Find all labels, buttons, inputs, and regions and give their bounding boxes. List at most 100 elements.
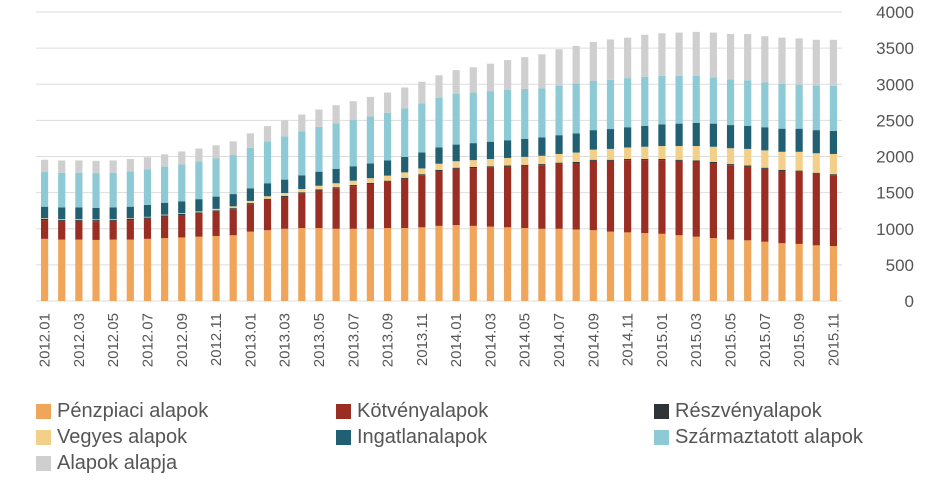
bar-segment [143,238,152,301]
bar-segment [383,160,392,176]
bar-segment [349,120,357,167]
bar-segment [538,164,546,166]
bar-segment [692,160,700,162]
bar-segment [435,147,443,164]
bar-segment [641,160,649,234]
legend-label: Vegyes alapok [57,425,188,448]
x-tick-label: 2015.09 [791,313,808,367]
bar-segment [281,120,289,137]
bar-segment [486,63,495,92]
bar-segment [675,123,683,147]
bar-segment [778,151,786,170]
bar-segment [521,57,529,89]
bar-segment [349,166,357,181]
bar-segment [40,172,49,207]
bar-segment [538,54,546,89]
bar-segment [366,228,375,301]
legend-swatch [336,429,351,445]
bar-segment [401,87,409,109]
bar-segment [281,179,289,193]
bar-segment [795,171,803,244]
bar-segment [212,208,220,211]
bar-segment [761,168,769,242]
bar-segment [812,173,820,246]
bar-segment [624,37,632,79]
x-tick-label: 2013.11 [414,313,431,366]
legend-swatch [654,429,669,445]
bar-segment [109,172,117,208]
bar-segment [383,92,392,113]
y-tick-label: 1000 [876,220,914,239]
bar-segment [795,84,803,129]
bar-segment [521,138,529,157]
bar-segment [263,183,272,197]
bar-segment [401,177,409,179]
bar-segment [212,235,220,301]
bar-segment [246,231,254,301]
bar-segment [75,219,83,221]
bar-segment [709,32,717,78]
x-tick-label: 2013.01 [242,313,259,367]
bar-segment [366,163,375,179]
bar-segment [486,226,495,301]
bar-segment [812,39,820,86]
bar-segment [143,204,152,217]
bar-segment [298,192,306,194]
bar-segment [332,183,340,188]
bar-segment [366,116,375,164]
bar-segment [315,109,323,127]
bar-segment [126,206,134,219]
bar-segment [366,182,375,184]
bar-segment [178,151,186,165]
bar-segment [658,159,666,161]
legend-item-vegyes: Vegyes alapok [36,426,336,449]
bar-segment [589,130,597,150]
bar-segment [555,85,563,136]
bar-segment [709,123,717,147]
bar-segment [778,83,786,129]
bar-segment [709,77,717,124]
bar-segment [315,171,323,186]
bar-segment [143,217,152,219]
x-tick-label: 2012.03 [71,313,88,367]
bar-segment [246,203,254,205]
bar-segment [503,60,512,90]
bar-segment [744,34,752,81]
bar-segment [40,218,49,219]
bar-segment [503,157,512,166]
bar-segment [263,199,272,231]
bar-segment [298,175,306,190]
bar-segment [521,165,529,229]
bar-segment [92,221,100,240]
bar-segment [452,168,460,226]
bar-segment [383,112,392,161]
bar-segment [58,207,66,219]
bar-segment [795,243,803,301]
legend-label: Ingatlanalapok [357,425,488,448]
bar-segment [161,166,169,203]
bar-segment [589,41,597,81]
legend-label: Pénzpiaci alapok [57,399,209,422]
bar-segment [744,165,752,167]
bar-segment [298,131,306,176]
bar-segment [40,238,49,301]
legend-item-kotveny: Kötvényalapok [336,400,654,423]
bar-segment [469,67,477,93]
bar-segment [726,125,735,149]
bar-segment [298,228,306,301]
x-tick-label: 2012.07 [139,313,156,367]
bar-segment [675,146,683,160]
bar-segment [469,143,477,161]
bar-segment [778,37,786,84]
legend-row: Vegyes alapok Ingatlanalapok Származtato… [36,424,916,450]
bar-segment [161,215,169,217]
bar-segment [675,75,683,124]
bar-segment [641,125,649,147]
y-axis-ticks: 0 500 1000 1500 2000 2500 3000 3500 4000 [876,3,914,311]
legend-item-szarmaztatott: Származtatott alapok [654,426,863,449]
bar-segment [469,168,477,226]
bar-segment [726,148,735,165]
bar-segment [606,159,615,161]
bar-segment [161,216,169,239]
bar-segment [795,170,803,172]
